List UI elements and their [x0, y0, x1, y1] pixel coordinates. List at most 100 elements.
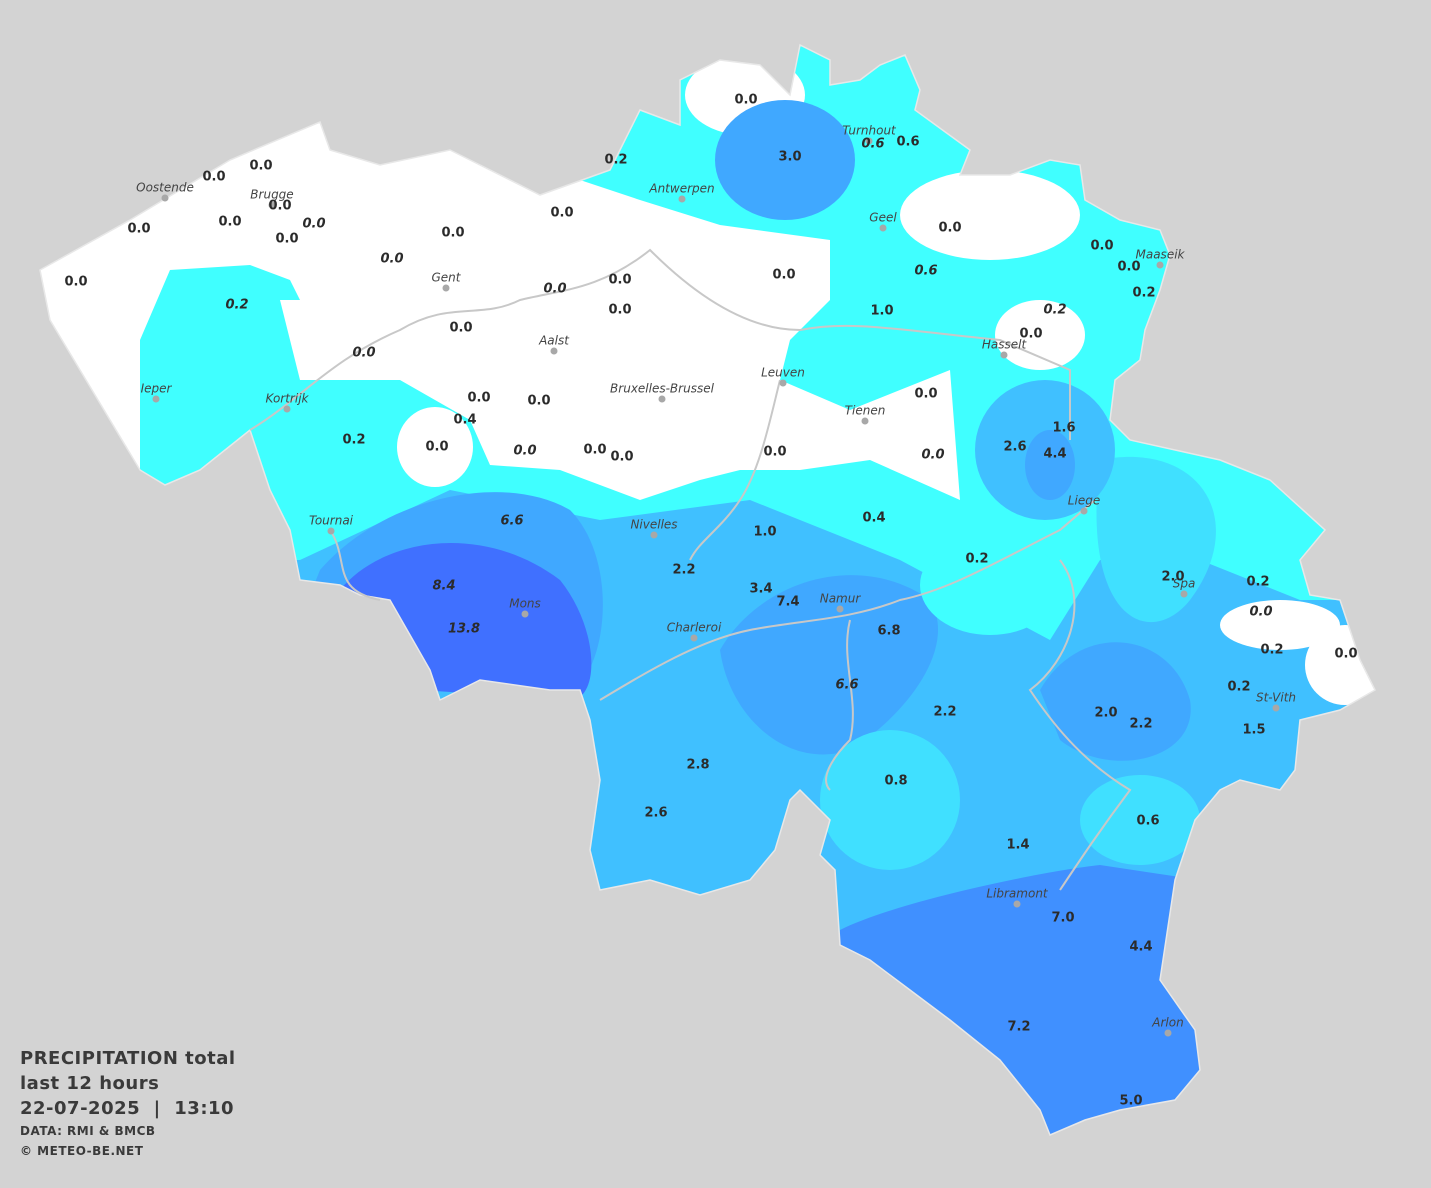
- station-value: 1.6: [1052, 421, 1075, 436]
- station-value: 0.0: [513, 444, 536, 459]
- city-label: Ieper: [141, 382, 173, 396]
- city-dot: [152, 395, 160, 403]
- city-label: Charleroi: [667, 621, 722, 635]
- station-value: 0.0: [449, 321, 472, 336]
- city-dot: [442, 284, 450, 292]
- station-value: 0.0: [527, 394, 550, 409]
- station-value: 0.0: [583, 443, 606, 458]
- city-label: Arlon: [1151, 1016, 1183, 1030]
- station-value: 3.4: [749, 582, 772, 597]
- city-label: Libramont: [986, 887, 1049, 901]
- city-label: Tienen: [845, 404, 886, 418]
- station-value: 4.4: [1129, 940, 1152, 955]
- station-value: 0.4: [453, 413, 476, 428]
- city-label: Liege: [1068, 494, 1100, 508]
- station-value: 2.6: [644, 806, 667, 821]
- station-value: 0.0: [608, 303, 631, 318]
- station-value: 0.2: [604, 153, 627, 168]
- station-value: 0.0: [268, 199, 291, 214]
- city-dot: [1156, 261, 1164, 269]
- station-value: 0.0: [1117, 260, 1140, 275]
- station-value: 2.2: [1129, 717, 1152, 732]
- station-value: 0.2: [1246, 575, 1269, 590]
- station-value: 6.6: [835, 678, 858, 693]
- city-dot: [1080, 507, 1088, 515]
- station-value: 13.8: [448, 622, 480, 637]
- station-value: 2.8: [686, 758, 709, 773]
- city-label: Geel: [869, 211, 897, 225]
- station-value: 0.2: [1227, 680, 1250, 695]
- city-dot: [650, 531, 658, 539]
- city-label: Hasselt: [982, 338, 1028, 352]
- station-value: 0.0: [608, 273, 631, 288]
- station-value: 0.0: [610, 450, 633, 465]
- station-value: 0.6: [914, 264, 937, 279]
- station-value: 7.2: [1007, 1020, 1030, 1035]
- station-value: 2.6: [1003, 440, 1026, 455]
- station-value: 7.4: [776, 595, 799, 610]
- station-value: 0.0: [734, 93, 757, 108]
- station-value: 4.4: [1043, 447, 1066, 462]
- station-value: 0.2: [1043, 303, 1066, 318]
- station-value: 8.4: [432, 579, 455, 594]
- station-value: 0.0: [127, 222, 150, 237]
- city-label: Turnhout: [842, 124, 897, 138]
- station-value: 6.8: [877, 624, 900, 639]
- station-value: 3.0: [778, 150, 801, 165]
- city-dot: [161, 194, 169, 202]
- city-label: Gent: [432, 271, 462, 285]
- city-label: Brugge: [250, 188, 293, 202]
- station-value: 0.0: [467, 391, 490, 406]
- station-value: 0.6: [1136, 814, 1159, 829]
- station-value: 5.0: [1119, 1094, 1142, 1109]
- station-value: 0.2: [225, 298, 248, 313]
- city-dot: [879, 224, 887, 232]
- city-dot: [1000, 351, 1008, 359]
- station-value: 0.0: [380, 252, 403, 267]
- city-dot: [521, 610, 529, 618]
- station-value: 0.2: [965, 552, 988, 567]
- station-value: 0.0: [64, 275, 87, 290]
- labels: Oostende Brugge Gent Antwerpen Turnhout Geel M…: [64, 93, 1357, 1109]
- station-value: 0.0: [1249, 605, 1272, 620]
- legend-source: DATA: RMI & BMCB: [20, 1124, 156, 1138]
- station-value: 0.0: [302, 217, 325, 232]
- station-value: 0.0: [218, 215, 241, 230]
- station-value: 0.2: [1132, 286, 1155, 301]
- station-value: 0.0: [1334, 647, 1357, 662]
- station-value: 0.0: [763, 445, 786, 460]
- station-value: 0.0: [1019, 327, 1042, 342]
- station-value: 1.0: [870, 304, 893, 319]
- city-dot: [1164, 1029, 1172, 1037]
- city-dot: [690, 634, 698, 642]
- station-value: 0.0: [275, 232, 298, 247]
- station-value: 2.2: [933, 705, 956, 720]
- station-value: 1.5: [1242, 723, 1265, 738]
- city-label: Mons: [509, 597, 541, 611]
- city-label: Spa: [1173, 577, 1196, 591]
- station-value: 0.0: [772, 268, 795, 283]
- city-label: Antwerpen: [648, 182, 714, 196]
- city-label: Namur: [820, 592, 862, 606]
- station-value: 0.0: [921, 448, 944, 463]
- legend-credit: © METEO-BE.NET: [20, 1144, 144, 1158]
- station-value: 2.0: [1161, 570, 1184, 585]
- city-dot: [1180, 590, 1188, 598]
- city-dot: [658, 395, 666, 403]
- city-label: Leuven: [761, 366, 805, 380]
- city-dot: [268, 201, 276, 209]
- station-value: 0.0: [543, 282, 566, 297]
- city-dot: [550, 347, 558, 355]
- legend: PRECIPITATION total last 12 hours 22-07-…: [20, 1046, 236, 1161]
- city-label: St-Vith: [1256, 691, 1296, 705]
- city-dot: [1013, 900, 1021, 908]
- station-value: 0.0: [914, 387, 937, 402]
- station-value: 0.0: [202, 170, 225, 185]
- city-dot: [861, 417, 869, 425]
- city-label: Maaseik: [1136, 248, 1186, 262]
- station-value: 0.2: [342, 433, 365, 448]
- station-value: 2.0: [1094, 706, 1117, 721]
- city-dot: [836, 605, 844, 613]
